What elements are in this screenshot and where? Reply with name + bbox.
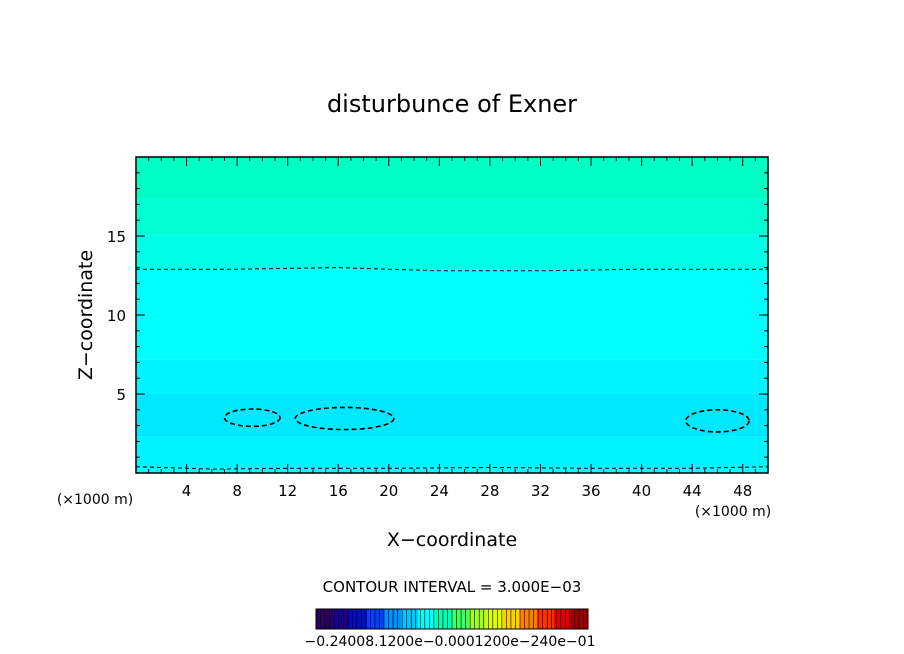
colorbar-frame bbox=[315, 608, 589, 630]
y-tick-label: 10 bbox=[107, 307, 126, 325]
chart-title: disturbunce of Exner bbox=[327, 90, 577, 118]
colorbar-swatch-6 bbox=[418, 609, 436, 629]
colorbar-swatch-10 bbox=[486, 609, 504, 629]
x-tick-label: 44 bbox=[683, 482, 702, 500]
fill-band-7 bbox=[136, 157, 768, 199]
x-axis-label: X−coordinate bbox=[387, 529, 517, 551]
x-tick-label: 32 bbox=[531, 482, 550, 500]
colorbar-swatch-11 bbox=[503, 609, 521, 629]
fill-band-6 bbox=[136, 198, 768, 235]
colorbar-labels: −0.24008.1200e−0.0001200e−240e−01 bbox=[305, 634, 596, 650]
fill-band-4 bbox=[136, 269, 768, 360]
y-tick-label: 5 bbox=[116, 386, 126, 404]
fill-band-1 bbox=[136, 436, 768, 469]
colorbar-swatch-9 bbox=[469, 609, 487, 629]
x-tick-label: 16 bbox=[329, 482, 348, 500]
fill-band-5 bbox=[136, 234, 768, 270]
colorbar-swatch-15 bbox=[571, 609, 589, 629]
contour-interval-label: CONTOUR INTERVAL = 3.000E−03 bbox=[323, 578, 582, 596]
closed-contour-1 bbox=[294, 406, 395, 431]
x-tick-label: 28 bbox=[480, 482, 499, 500]
colorbar-swatch-0 bbox=[316, 609, 334, 629]
y-axis-label: Z−coordinate bbox=[75, 250, 97, 380]
x-unit-right: (×1000 m) bbox=[695, 504, 771, 520]
colorbar-swatch-1 bbox=[333, 609, 351, 629]
colorbar-swatch-4 bbox=[384, 609, 402, 629]
x-tick-label: 4 bbox=[182, 482, 192, 500]
colorbar-swatch-14 bbox=[554, 609, 572, 629]
colorbar-swatch-12 bbox=[520, 609, 538, 629]
fill-band-3 bbox=[136, 359, 768, 394]
x-tick-label: 48 bbox=[733, 482, 752, 500]
x-tick-label: 8 bbox=[232, 482, 242, 500]
colorbar-swatch-13 bbox=[537, 609, 555, 629]
contour-line-0 bbox=[136, 267, 768, 272]
colorbar-swatch-3 bbox=[367, 609, 385, 629]
x-tick-label: 20 bbox=[379, 482, 398, 500]
x-tick-label: 40 bbox=[632, 482, 651, 500]
colorbar-swatch-8 bbox=[452, 609, 470, 629]
colorbar-swatch-5 bbox=[401, 609, 419, 629]
closed-contour-2 bbox=[685, 408, 750, 433]
x-tick-label: 12 bbox=[278, 482, 297, 500]
y-tick-label: 15 bbox=[107, 228, 126, 246]
colorbar-swatch-2 bbox=[350, 609, 368, 629]
x-tick-label: 24 bbox=[430, 482, 449, 500]
closed-contour-0 bbox=[223, 408, 281, 428]
fill-band-2 bbox=[136, 394, 768, 437]
colorbar bbox=[315, 608, 589, 630]
x-tick-label: 36 bbox=[581, 482, 600, 500]
colorbar-swatch-7 bbox=[435, 609, 453, 629]
x-unit-left: (×1000 m) bbox=[57, 492, 133, 508]
